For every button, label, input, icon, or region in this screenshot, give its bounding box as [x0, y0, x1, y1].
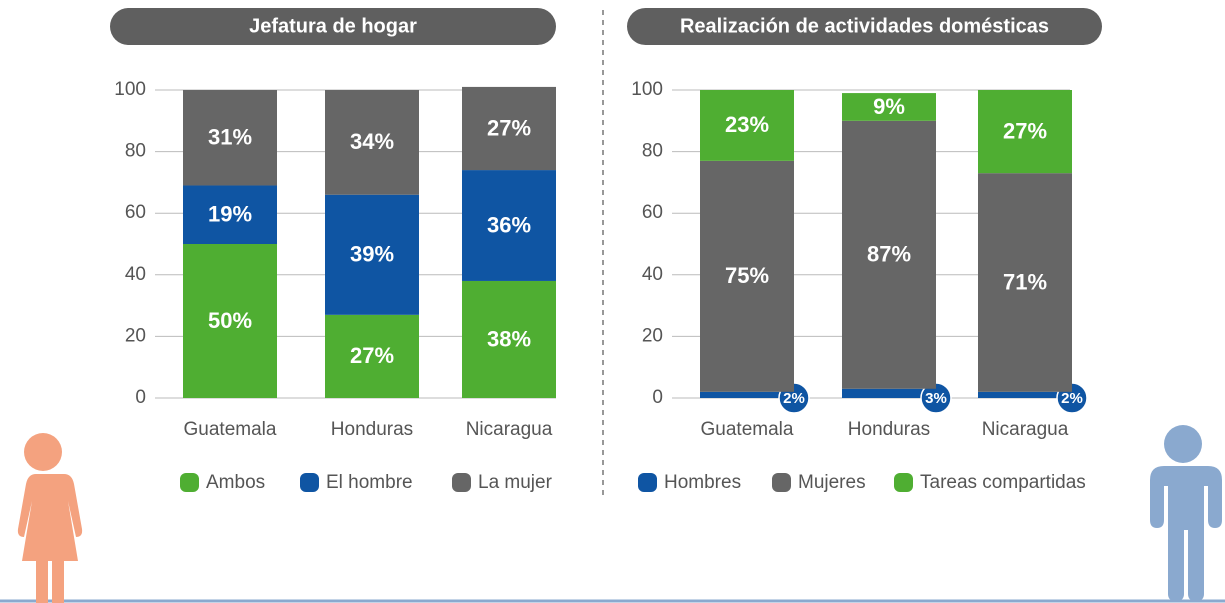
title-pill — [110, 8, 556, 45]
bar-segment — [325, 194, 419, 315]
title-pill — [627, 8, 1102, 45]
legend-swatch — [180, 473, 199, 492]
y-tick-label: 0 — [135, 387, 146, 408]
legend-swatch — [894, 473, 913, 492]
value-label: 31% — [208, 125, 252, 150]
legend-label: Tareas compartidas — [920, 472, 1086, 493]
y-tick-label: 80 — [642, 141, 663, 162]
value-label: 39% — [350, 242, 394, 267]
legend-label: Ambos — [206, 472, 265, 493]
value-label: 27% — [1003, 118, 1047, 143]
value-label: 50% — [208, 308, 252, 333]
bar-segment — [183, 90, 277, 186]
bar-segment — [183, 244, 277, 398]
bar-segment — [700, 391, 794, 398]
value-label: 71% — [1003, 269, 1047, 294]
legend-swatch — [300, 473, 319, 492]
bar-segment — [325, 90, 419, 195]
value-label: 2% — [783, 390, 805, 407]
bar-segment — [978, 90, 1072, 174]
y-tick-label: 40 — [642, 264, 663, 285]
value-label: 19% — [208, 202, 252, 227]
bar-segment — [462, 86, 556, 171]
bar-segment — [325, 314, 419, 398]
value-label: 75% — [725, 263, 769, 288]
y-tick-label: 60 — [125, 202, 146, 223]
value-label: 27% — [487, 115, 531, 140]
bar-segment — [978, 173, 1072, 392]
bar-segment — [183, 185, 277, 244]
legend-label: La mujer — [478, 472, 553, 493]
value-label: 3% — [925, 390, 947, 407]
y-tick-label: 40 — [125, 264, 146, 285]
legend-label: Hombres — [664, 472, 741, 493]
chart-title: Jefatura de hogar — [249, 15, 417, 37]
legend-swatch — [638, 473, 657, 492]
value-label: 34% — [350, 129, 394, 154]
value-label: 2% — [1061, 390, 1083, 407]
legend-label: El hombre — [326, 472, 413, 493]
x-tick-label: Guatemala — [184, 419, 277, 440]
value-label: 87% — [867, 242, 911, 267]
bar-segment — [842, 93, 936, 121]
y-tick-label: 20 — [642, 325, 663, 346]
y-tick-label: 0 — [652, 387, 663, 408]
man-icon — [1150, 425, 1222, 601]
x-tick-label: Honduras — [848, 419, 930, 440]
legend-swatch — [452, 473, 471, 492]
bar-segment — [842, 120, 936, 389]
bar-segment — [978, 391, 1072, 398]
bar-segment — [700, 90, 794, 161]
value-label: 36% — [487, 212, 531, 237]
x-tick-label: Nicaragua — [982, 419, 1069, 440]
bar-segment — [700, 160, 794, 392]
x-tick-label: Honduras — [331, 419, 413, 440]
legend-swatch — [772, 473, 791, 492]
y-tick-label: 20 — [125, 325, 146, 346]
woman-icon — [17, 433, 83, 603]
bar-segment — [462, 280, 556, 398]
value-label: 9% — [873, 94, 905, 119]
y-tick-label: 80 — [125, 141, 146, 162]
value-label: 23% — [725, 112, 769, 137]
bar-segment — [462, 170, 556, 281]
legend-label: Mujeres — [798, 472, 866, 493]
x-tick-label: Guatemala — [701, 419, 794, 440]
value-label: 38% — [487, 326, 531, 351]
value-label: 27% — [350, 343, 394, 368]
x-tick-label: Nicaragua — [466, 419, 553, 440]
y-tick-label: 100 — [631, 79, 663, 100]
y-tick-label: 60 — [642, 202, 663, 223]
y-tick-label: 100 — [114, 79, 146, 100]
bar-segment — [842, 388, 936, 398]
chart-title: Realización de actividades domésticas — [680, 15, 1049, 37]
